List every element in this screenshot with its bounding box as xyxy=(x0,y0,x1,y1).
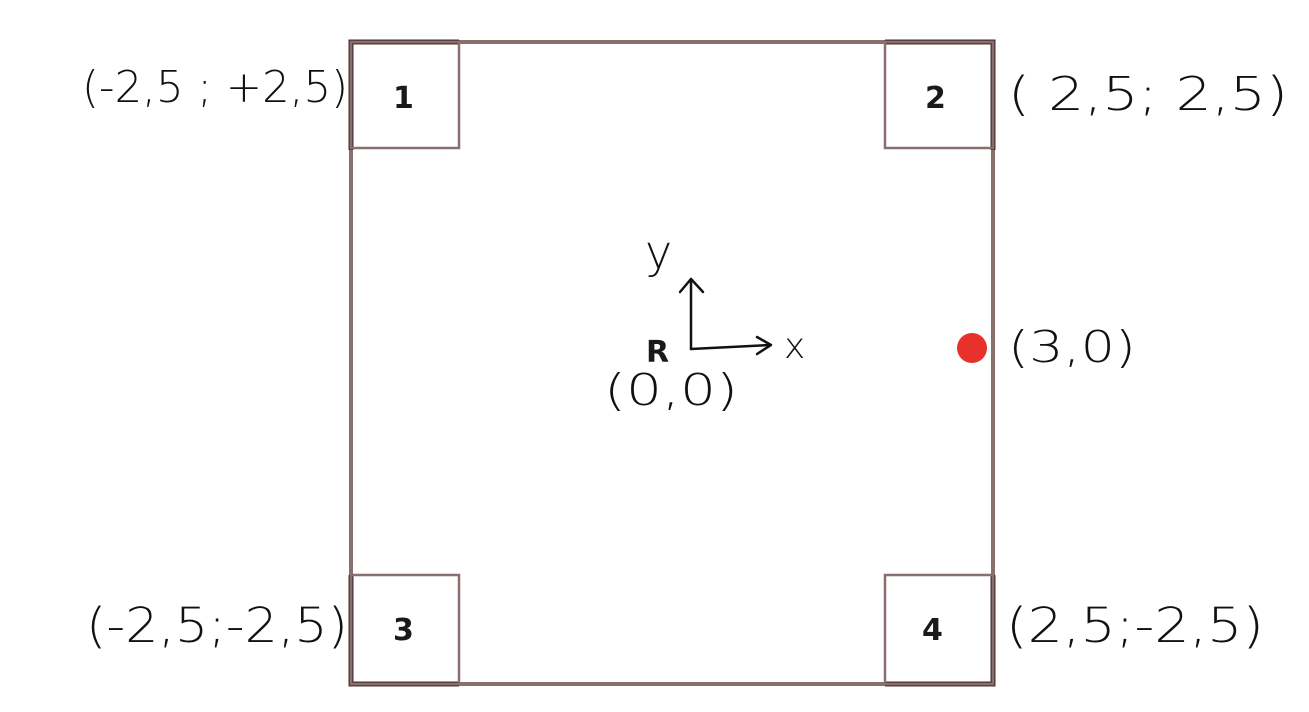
corner-accents xyxy=(348,39,996,687)
corner-square-4 xyxy=(883,573,995,686)
corner-square-1 xyxy=(349,40,461,150)
corner-label-2: 2 xyxy=(925,81,946,116)
point-marker xyxy=(957,333,987,363)
outer-square xyxy=(349,40,995,686)
corner-coord-2: ( 2,5; 2,5) xyxy=(1008,67,1288,121)
x-axis-arrow xyxy=(689,343,772,351)
axes-arrows xyxy=(678,277,773,356)
y-arrowhead xyxy=(678,277,705,294)
origin-label: R xyxy=(646,335,669,370)
y-axis-label: y xyxy=(645,225,672,279)
corner-coord-1: (-2,5 ; +2,5) xyxy=(82,62,348,113)
x-arrowhead xyxy=(755,335,773,356)
corner-label-1: 1 xyxy=(393,81,414,116)
origin-coord: (0,0) xyxy=(604,365,738,416)
corner-square-2 xyxy=(883,40,995,150)
corner-coord-4: (2,5;-2,5) xyxy=(1006,598,1264,654)
point-coord: (3,0) xyxy=(1008,322,1136,373)
x-axis-label: x xyxy=(784,326,805,367)
corner-coord-3: (-2,5;-2,5) xyxy=(86,598,348,654)
corner-label-3: 3 xyxy=(393,613,414,648)
corner-square-3 xyxy=(349,573,461,686)
corner-label-4: 4 xyxy=(922,613,943,648)
